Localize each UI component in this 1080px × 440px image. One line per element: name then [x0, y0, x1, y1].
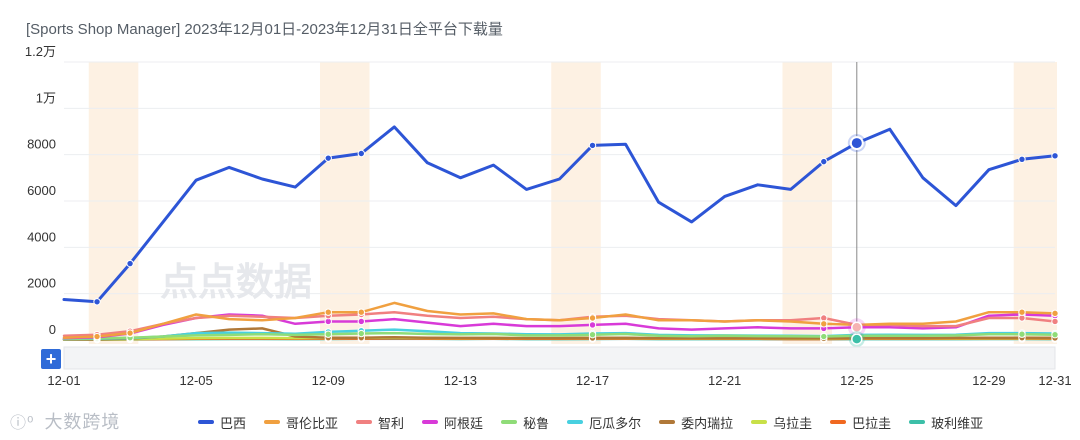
y-tick-label: 6000: [27, 183, 56, 198]
weekend-band: [551, 62, 601, 344]
legend-item[interactable]: 玻利维亚: [909, 413, 983, 432]
legend-item[interactable]: 巴拉圭: [830, 413, 891, 432]
weekend-band: [88, 62, 139, 344]
data-point: [588, 321, 597, 329]
weekend-band: [320, 62, 370, 344]
series-line: [62, 125, 1057, 304]
weekend-bands: [88, 62, 1057, 344]
add-button[interactable]: +: [41, 349, 61, 369]
y-tick-label: 1.2万: [25, 44, 56, 59]
legend-swatch: [198, 420, 214, 424]
legend-swatch: [501, 420, 518, 424]
x-tick-label: 12-09: [312, 373, 345, 388]
x-tick-label: 12-01: [47, 373, 80, 388]
weekend-band: [782, 62, 833, 344]
legend-item[interactable]: 乌拉圭: [751, 413, 812, 432]
data-point: [820, 157, 828, 166]
series-line: [62, 331, 1057, 340]
legend-label: 阿根廷: [444, 415, 484, 431]
data-point: [126, 259, 134, 268]
data-point: [357, 317, 365, 326]
legend-swatch: [356, 420, 373, 424]
data-point: [588, 141, 597, 150]
watermark: 点点数据: [160, 260, 312, 304]
weekend-band: [1013, 62, 1057, 344]
data-point: [1018, 155, 1026, 164]
legend-swatch: [751, 420, 768, 424]
chart-legend: 巴西 哥伦比亚 智利 阿根廷 秘鲁 厄瓜多尔 委内瑞拉 乌拉圭 巴拉圭 玻利维亚: [198, 413, 1001, 431]
y-axis: 0 2000 4000 6000 8000 1万 1.2万: [25, 44, 56, 337]
x-tick-label: 12-17: [576, 373, 609, 388]
x-tick-label: 12-25: [840, 373, 873, 388]
crosshair: [847, 62, 866, 348]
legend-swatch: [659, 420, 676, 424]
legend-label: 乌拉圭: [773, 415, 813, 431]
data-point: [93, 298, 101, 306]
range-slider: [63, 346, 1056, 370]
data-point: [324, 154, 332, 162]
brand-logo: ⓘ⁰ 大数跨境: [10, 408, 120, 434]
x-tick-label: 12-31: [1038, 373, 1071, 388]
legend-item[interactable]: 阿根廷: [422, 413, 483, 432]
legend-item[interactable]: 委内瑞拉: [659, 413, 733, 432]
y-tick-label: 8000: [27, 137, 56, 152]
data-point: [1018, 308, 1026, 316]
series-lines: [62, 125, 1059, 344]
data-point: [820, 332, 828, 341]
legend-label: 巴西: [220, 415, 247, 431]
legend-item[interactable]: 秘鲁: [501, 413, 549, 432]
x-tick-label: 12-29: [972, 373, 1005, 388]
range-slider-track: [63, 346, 1056, 370]
legend-item[interactable]: 厄瓜多尔: [567, 413, 641, 432]
legend-label: 玻利维亚: [931, 415, 984, 431]
y-tick-label: 1万: [36, 90, 56, 105]
x-axis: 12-01 12-05 12-09 12-13 12-17 12-21 12-25 12-29…: [47, 373, 1071, 388]
legend-swatch: [422, 420, 439, 424]
series-line: [62, 301, 1057, 339]
y-tick-label: 4000: [27, 229, 56, 244]
data-point: [357, 149, 365, 158]
crosshair-point: [849, 136, 864, 151]
legend-label: 巴拉圭: [852, 415, 892, 431]
legend-label: 委内瑞拉: [681, 415, 734, 431]
data-point: [357, 329, 365, 338]
legend-label: 智利: [378, 415, 405, 431]
series-line: [62, 327, 1057, 341]
x-tick-label: 12-05: [180, 373, 213, 388]
legend-label: 秘鲁: [523, 415, 550, 431]
data-point: [1051, 309, 1059, 318]
data-point: [588, 314, 597, 322]
data-point: [1051, 152, 1059, 160]
legend-item[interactable]: 智利: [356, 413, 404, 432]
crosshair-point: [851, 321, 863, 334]
data-point: [357, 308, 365, 316]
legend-swatch: [909, 420, 926, 424]
legend-item[interactable]: 巴西: [198, 413, 246, 432]
data-point: [1051, 330, 1059, 339]
legend-label: 哥伦比亚: [286, 415, 339, 431]
y-tick-label: 0: [49, 322, 56, 337]
data-point: [1018, 330, 1026, 338]
brand-logo-text: 大数跨境: [44, 412, 121, 432]
data-point: [588, 330, 597, 339]
legend-label: 厄瓜多尔: [589, 415, 642, 431]
legend-swatch: [830, 420, 847, 424]
legend-item[interactable]: 哥伦比亚: [264, 413, 338, 432]
data-point: [1051, 317, 1059, 326]
data-point: [324, 308, 332, 316]
page-title: [Sports Shop Manager] 2023年12月01日-2023年1…: [26, 21, 503, 38]
legend-swatch: [264, 420, 281, 424]
legend-swatch: [567, 420, 584, 424]
data-point: [324, 330, 332, 338]
data-point: [820, 320, 828, 328]
y-tick-label: 2000: [27, 276, 56, 291]
data-point: [93, 332, 101, 341]
brand-logo-mark: ⓘ⁰: [10, 415, 35, 432]
x-tick-label: 12-21: [708, 373, 741, 388]
data-point: [126, 329, 134, 337]
x-tick-label: 12-13: [444, 373, 477, 388]
crosshair-point: [851, 333, 863, 345]
